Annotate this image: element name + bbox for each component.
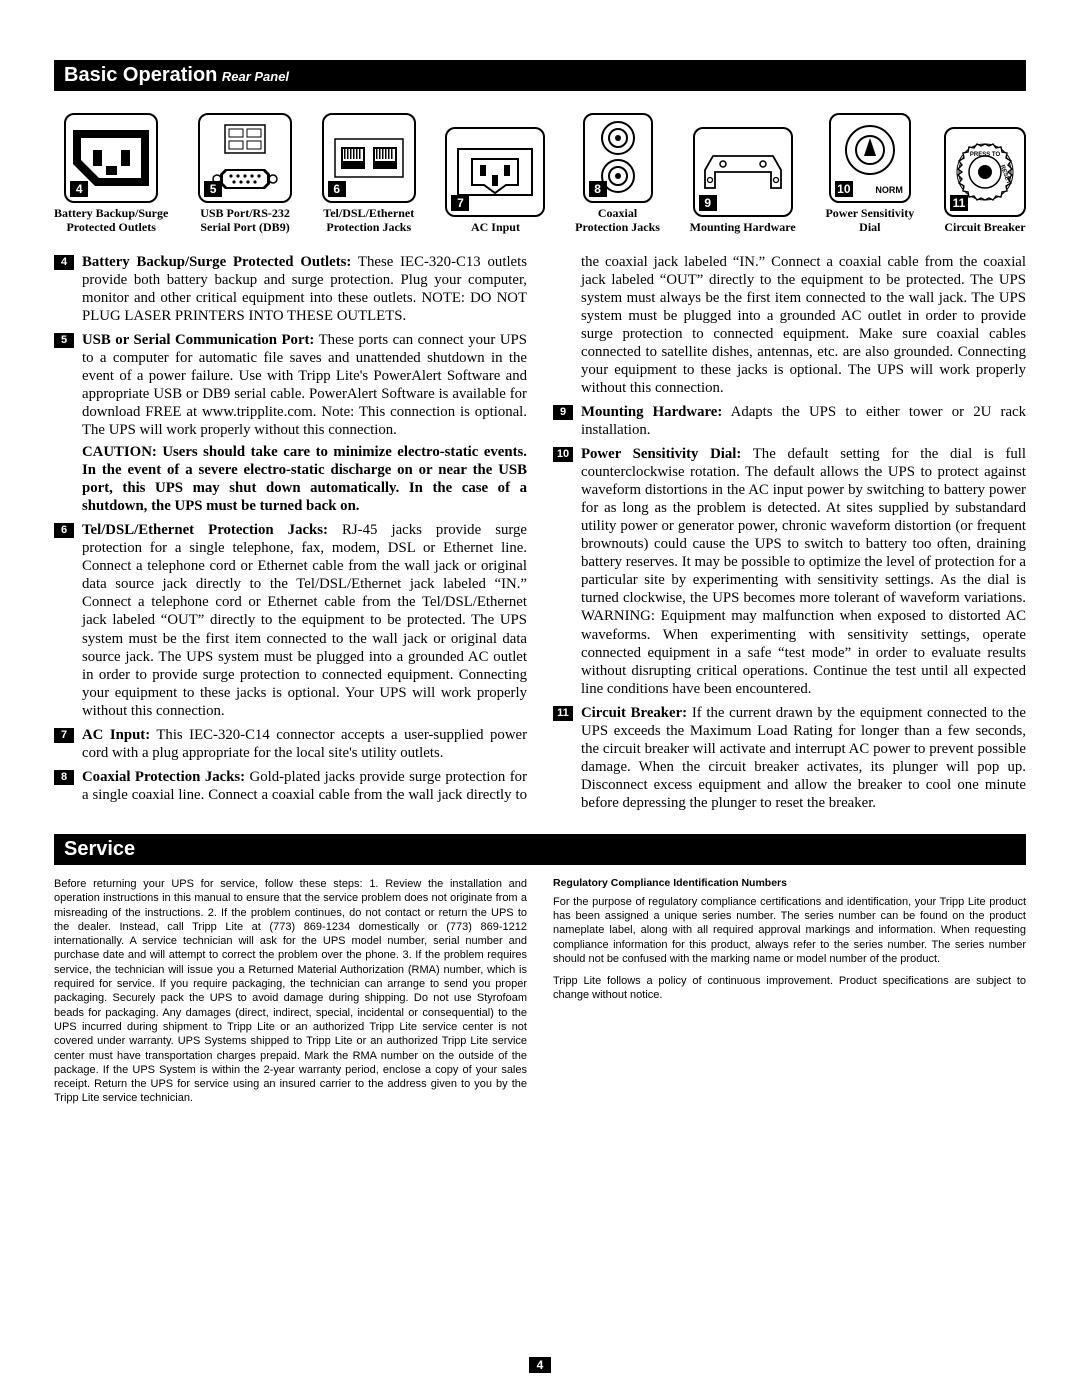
item-4: 4 Battery Backup/Surge Protected Outlets… xyxy=(54,253,527,325)
ac-input-icon xyxy=(454,145,536,199)
badge-5: 5 xyxy=(204,181,222,197)
item-11: 11 Circuit Breaker: If the current drawn… xyxy=(553,704,1026,812)
badge-7: 7 xyxy=(451,195,469,211)
svg-text:PRESS TO: PRESS TO xyxy=(970,152,1001,158)
service-left-text: Before returning your UPS for service, f… xyxy=(54,877,527,1106)
section-header-basic-operation: Basic Operation Rear Panel xyxy=(54,60,1026,91)
regulatory-title: Regulatory Compliance Identification Num… xyxy=(553,877,1026,891)
section-header-service: Service xyxy=(54,834,1026,865)
regulatory-body: For the purpose of regulatory compliance… xyxy=(553,895,1026,966)
icon-mounting: 9 Mounting Hardware xyxy=(690,127,796,235)
icon-rj45: 6 Tel/DSL/Ethernet Protection Jacks xyxy=(322,113,416,235)
icon-battery-outlet: 4 Battery Backup/Surge Protected Outlets xyxy=(54,113,168,235)
icon-ac-input: 7 AC Input xyxy=(445,127,545,235)
item-7: 7 AC Input: This IEC-320-C14 connector a… xyxy=(54,726,527,762)
badge-9: 9 xyxy=(699,195,717,211)
norm-label: NORM xyxy=(875,185,903,195)
badge-4: 4 xyxy=(70,181,88,197)
header-subtitle: Rear Panel xyxy=(222,69,289,84)
item-5: 5 USB or Serial Communication Port: Thes… xyxy=(54,331,527,515)
page-number: 4 xyxy=(529,1357,551,1373)
badge-10: 10 xyxy=(835,181,853,197)
icon-coaxial: 8 Coaxial Protection Jacks xyxy=(575,113,660,235)
icon-usb-serial: 5 USB Port/RS-232 Serial Port (DB9) xyxy=(198,113,292,235)
item-6: 6 Tel/DSL/Ethernet Protection Jacks: RJ-… xyxy=(54,521,527,720)
mounting-icon xyxy=(701,142,785,202)
item-9: 9 Mounting Hardware: Adapts the UPS to e… xyxy=(553,403,1026,439)
rj45-icon xyxy=(331,135,407,181)
caution-text: CAUTION: Users should take care to minim… xyxy=(82,443,527,515)
improvement-notice: Tripp Lite follows a policy of continuou… xyxy=(553,974,1026,1003)
badge-8: 8 xyxy=(589,181,607,197)
item-10: 10 Power Sensitivity Dial: The default s… xyxy=(553,445,1026,698)
feature-descriptions: 4 Battery Backup/Surge Protected Outlets… xyxy=(54,253,1026,812)
service-content: Before returning your UPS for service, f… xyxy=(54,877,1026,1114)
badge-6: 6 xyxy=(328,181,346,197)
badge-11: 11 xyxy=(950,195,968,211)
icon-circuit-breaker: PRESS TO RESET 11 Circuit Breaker xyxy=(944,127,1026,235)
rear-panel-icons: 4 Battery Backup/Surge Protected Outlets xyxy=(54,113,1026,235)
icon-sensitivity-dial: NORM 10 Power Sensitivity Dial xyxy=(825,113,914,235)
outlet-icon xyxy=(71,128,151,188)
header-title: Basic Operation xyxy=(64,64,217,86)
